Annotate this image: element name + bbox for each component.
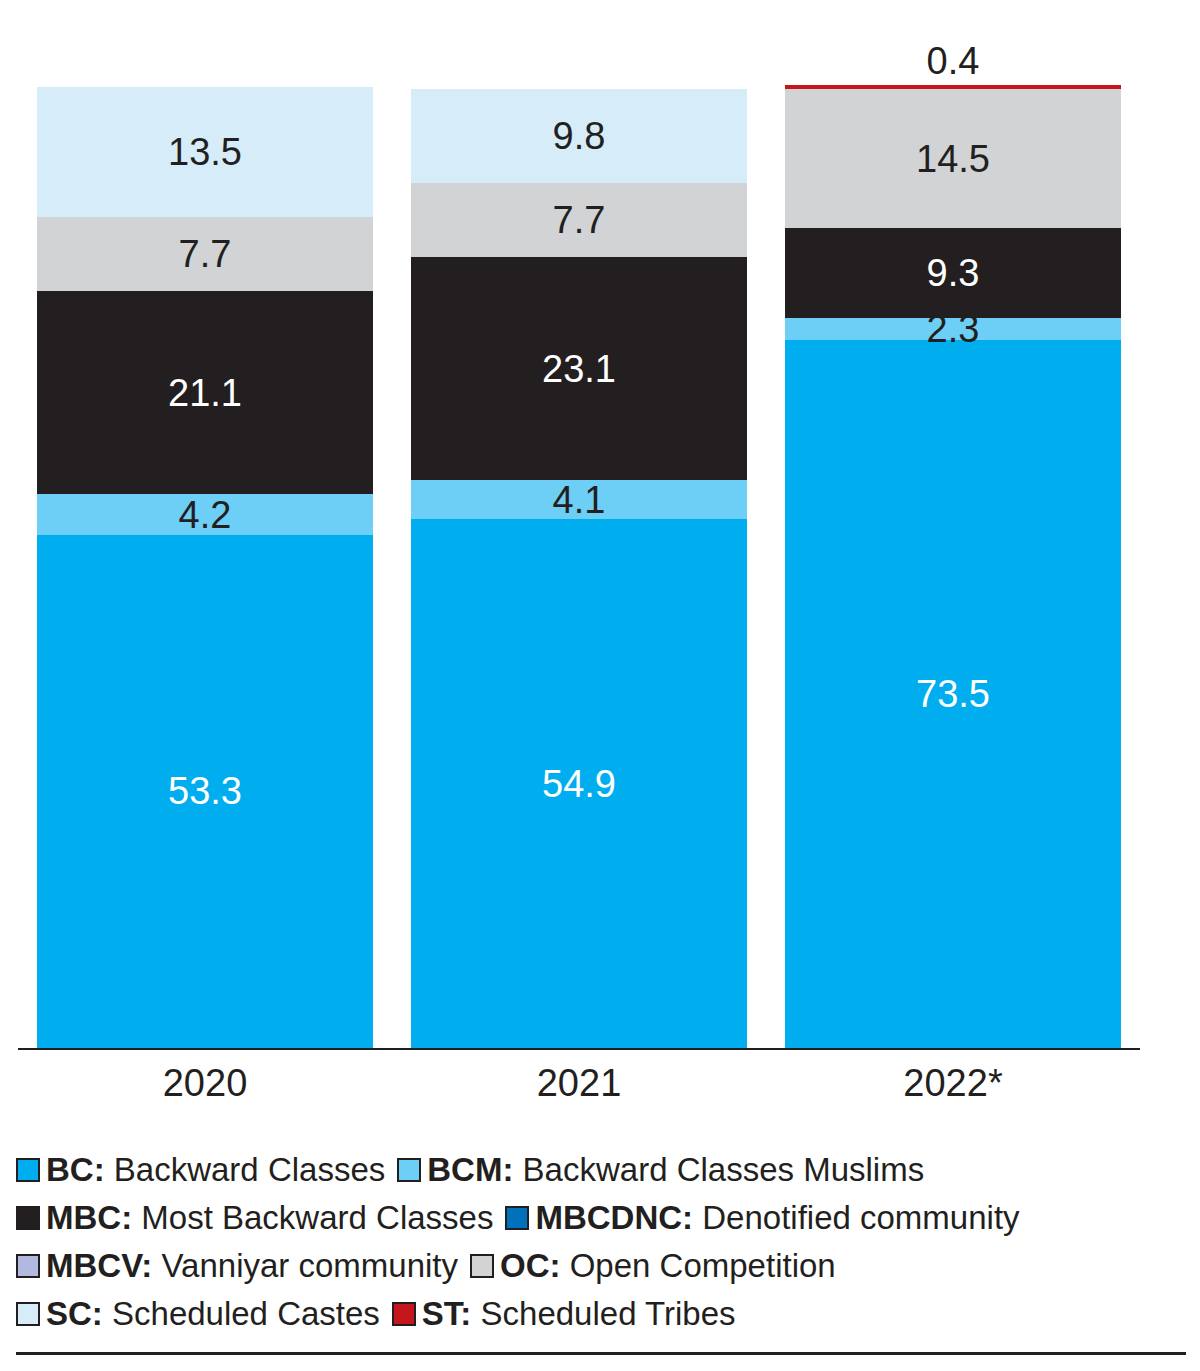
svg-text:0.4: 0.4	[927, 40, 980, 82]
svg-text:2020: 2020	[163, 1062, 248, 1104]
html-text:MBCV: Vanniyar community: MBCV: Vanniyar community	[46, 1247, 458, 1284]
html-text:BCM: Backward Classes Muslims: BCM: Backward Classes Muslims	[427, 1151, 925, 1188]
html-text:ST: Scheduled Tribes: ST: Scheduled Tribes	[421, 1295, 736, 1332]
svg-text:54.9: 54.9	[542, 763, 616, 805]
svg-text:23.1: 23.1	[542, 348, 616, 390]
svg-text:4.2: 4.2	[179, 494, 232, 536]
svg-text:73.5: 73.5	[916, 673, 990, 715]
svg-text:14.5: 14.5	[916, 138, 990, 180]
html-text:MBC: Most Backward Classes: MBC: Most Backward Classes	[46, 1199, 494, 1236]
svg-text:2021: 2021	[537, 1062, 622, 1104]
svg-text:9.3: 9.3	[927, 252, 980, 294]
svg-text:7.7: 7.7	[553, 199, 606, 241]
html-text:BC: Backward Classes: BC: Backward Classes	[46, 1151, 386, 1188]
svg-text:21.1: 21.1	[168, 372, 242, 414]
html-text:OC: Open Competition: OC: Open Competition	[500, 1247, 836, 1284]
svg-text:4.1: 4.1	[553, 479, 606, 521]
html-text:SC: Scheduled Castes: SC: Scheduled Castes	[46, 1295, 380, 1332]
html-text:MBCDNC: Denotified community: MBCDNC: Denotified community	[535, 1199, 1020, 1236]
svg-text:2.3: 2.3	[927, 308, 980, 350]
svg-text:53.3: 53.3	[168, 770, 242, 812]
svg-text:7.7: 7.7	[179, 233, 232, 275]
svg-text:13.5: 13.5	[168, 131, 242, 173]
svg-text:9.8: 9.8	[553, 115, 606, 157]
svg-text:2022*: 2022*	[903, 1062, 1003, 1104]
